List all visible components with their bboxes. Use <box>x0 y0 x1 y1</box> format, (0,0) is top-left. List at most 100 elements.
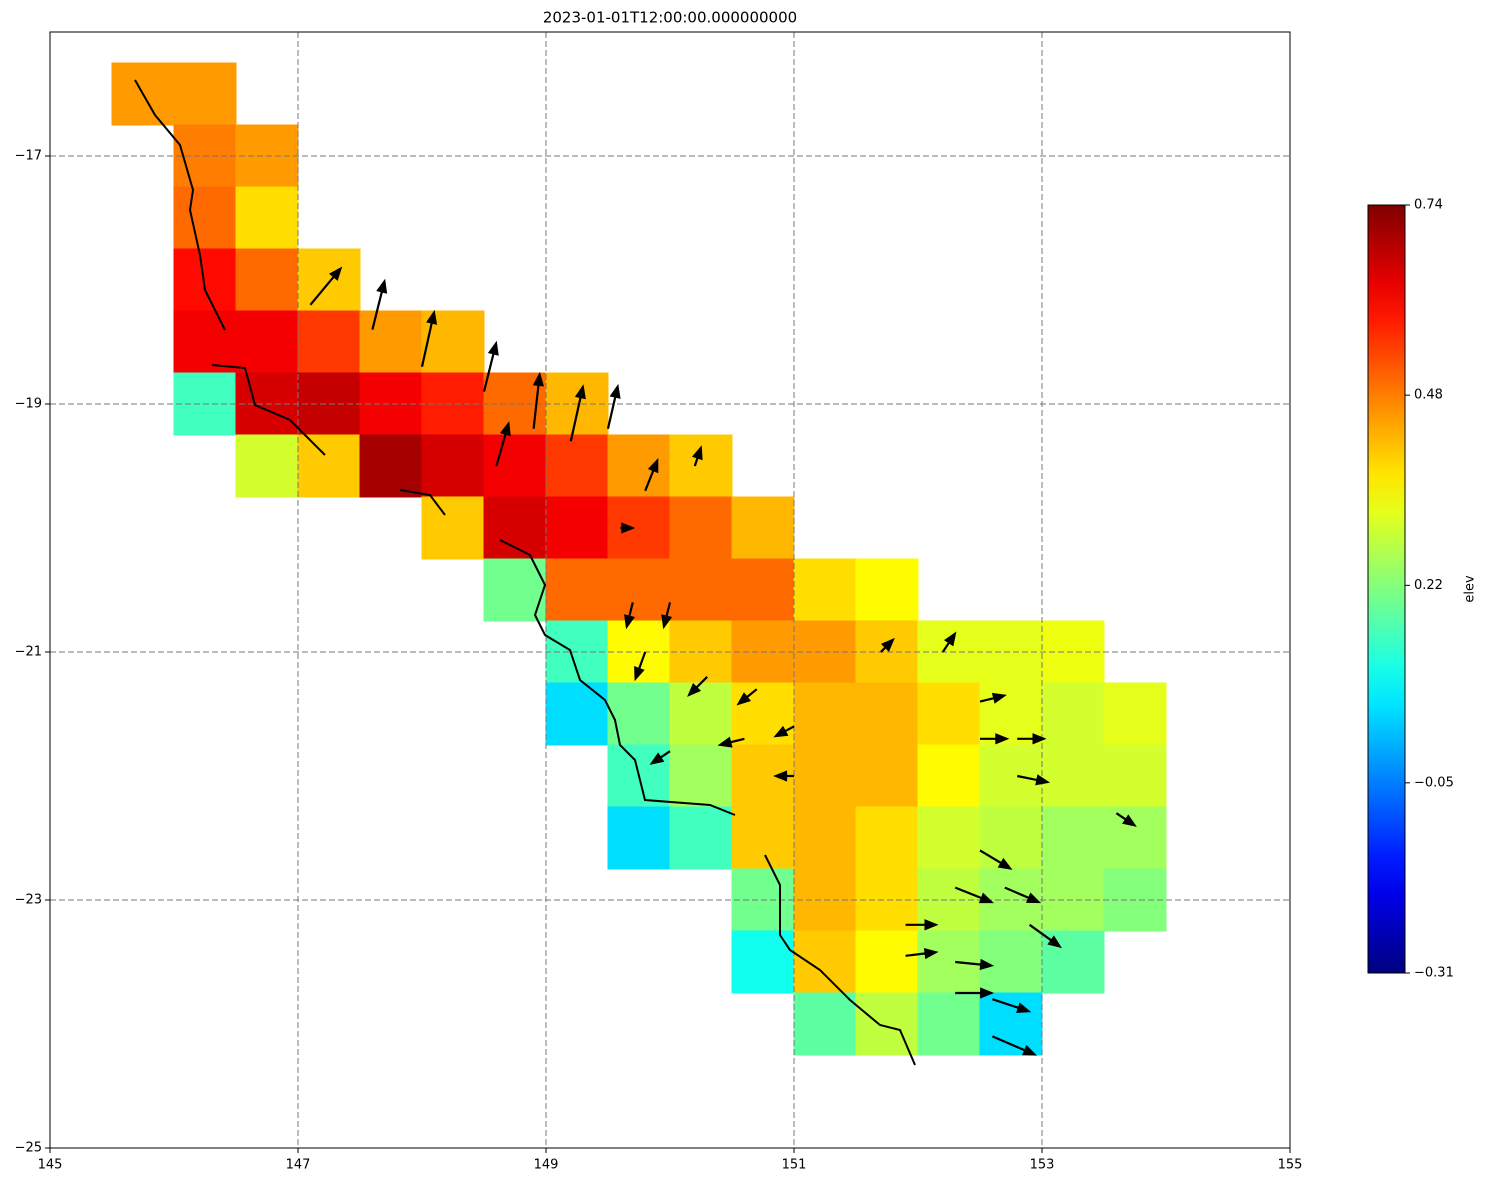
velocity-arrow <box>309 266 343 306</box>
velocity-arrow <box>954 886 994 904</box>
x-tick-label: 147 <box>286 1158 311 1173</box>
coast-segment <box>764 854 916 1066</box>
velocity-arrow <box>980 733 1010 745</box>
elev-cell <box>669 558 733 622</box>
elev-cell <box>545 682 609 746</box>
velocity-arrow <box>1017 733 1047 745</box>
velocity-arrow <box>569 384 586 442</box>
velocity-arrow <box>687 676 708 697</box>
elev-cell <box>917 806 981 870</box>
colorbar-label: elev <box>1463 575 1478 603</box>
elev-cell <box>669 682 733 746</box>
velocity-arrow <box>991 1035 1038 1056</box>
elev-cell <box>1103 682 1167 746</box>
velocity-arrow <box>979 692 1007 704</box>
elev-cell <box>607 806 671 870</box>
velocity-arrow <box>661 602 673 630</box>
elev-cell <box>359 310 423 374</box>
elev-cell <box>855 992 919 1056</box>
elev-cell <box>545 496 609 560</box>
elev-cell <box>235 186 299 250</box>
velocity-arrow <box>955 958 995 971</box>
coast-segment <box>211 364 326 456</box>
elev-cell <box>731 558 795 622</box>
elev-cell <box>793 806 857 870</box>
elev-cell <box>855 558 919 622</box>
elev-cell <box>793 992 857 1056</box>
elev-cell <box>1041 930 1105 994</box>
x-tick-label: 155 <box>1278 1158 1303 1173</box>
y-tick-label: −17 <box>15 149 42 164</box>
x-tick-label: 149 <box>534 1158 559 1173</box>
elev-cell <box>607 558 671 622</box>
elev-cell <box>855 806 919 870</box>
velocity-arrow <box>482 340 499 392</box>
colorbar-tick-label: −0.31 <box>1414 966 1454 981</box>
elev-cell <box>1103 744 1167 808</box>
velocity-arrow <box>773 770 794 782</box>
colorbar-tick-label: 0.22 <box>1414 578 1443 593</box>
elev-cell <box>731 496 795 560</box>
elev-cell <box>855 930 919 994</box>
velocity-arrow <box>905 919 939 931</box>
plot-frame <box>49 31 1291 1149</box>
elev-cell <box>173 186 237 250</box>
velocity-arrow <box>880 637 895 653</box>
velocity-arrow <box>495 421 511 467</box>
elev-cell <box>607 434 671 498</box>
chart-title: 2023-01-01T12:00:00.000000000 <box>543 9 797 27</box>
elev-cell <box>917 682 981 746</box>
elev-cell <box>173 248 237 312</box>
coast-segment <box>499 539 736 816</box>
velocity-arrow <box>620 522 636 534</box>
elev-cell <box>669 496 733 560</box>
field <box>111 62 1167 1056</box>
elev-cell <box>173 310 237 374</box>
colorbar <box>1367 204 1406 974</box>
elev-cell <box>731 806 795 870</box>
elev-cell <box>917 744 981 808</box>
elev-cell <box>917 930 981 994</box>
elev-cell <box>421 434 485 498</box>
elev-cell <box>979 930 1043 994</box>
elev-cell <box>855 682 919 746</box>
velocity-arrow <box>979 849 1013 870</box>
elev-cell <box>917 992 981 1056</box>
elev-cell <box>359 434 423 498</box>
y-tick-label: −25 <box>15 1141 42 1156</box>
elev-cell <box>235 248 299 312</box>
velocity-arrow <box>649 750 671 765</box>
velocity-arrow <box>717 736 745 748</box>
elev-cell <box>607 496 671 560</box>
elev-cell <box>483 434 547 498</box>
x-tick-label: 145 <box>38 1158 63 1173</box>
elev-cell <box>669 434 733 498</box>
velocity-arrow <box>371 278 388 330</box>
elev-cell <box>173 62 237 126</box>
velocity-arrow <box>955 987 995 999</box>
velocity-arrow <box>691 445 703 467</box>
coastline <box>134 79 916 1066</box>
elev-cell <box>1041 806 1105 870</box>
velocity-arrow <box>1115 812 1137 827</box>
velocity-arrow <box>420 309 438 368</box>
colorbar-tick-label: −0.05 <box>1414 775 1454 790</box>
colorbar-tick-label: 0.74 <box>1414 198 1443 213</box>
velocity-arrow <box>992 998 1032 1014</box>
velocity-arrow <box>905 947 939 960</box>
quiver <box>309 266 1137 1056</box>
elev-cell <box>297 434 361 498</box>
elev-cell <box>1041 682 1105 746</box>
elev-cell <box>979 806 1043 870</box>
colorbar-tick-label: 0.48 <box>1414 388 1443 403</box>
elev-cell <box>545 558 609 622</box>
elev-cell <box>793 744 857 808</box>
elev-cell <box>545 434 609 498</box>
elev-cell <box>669 806 733 870</box>
elev-cell <box>793 930 857 994</box>
elev-cell <box>793 682 857 746</box>
elev-cell <box>669 744 733 808</box>
coast-segment <box>134 79 226 331</box>
coast-segment <box>399 489 446 516</box>
